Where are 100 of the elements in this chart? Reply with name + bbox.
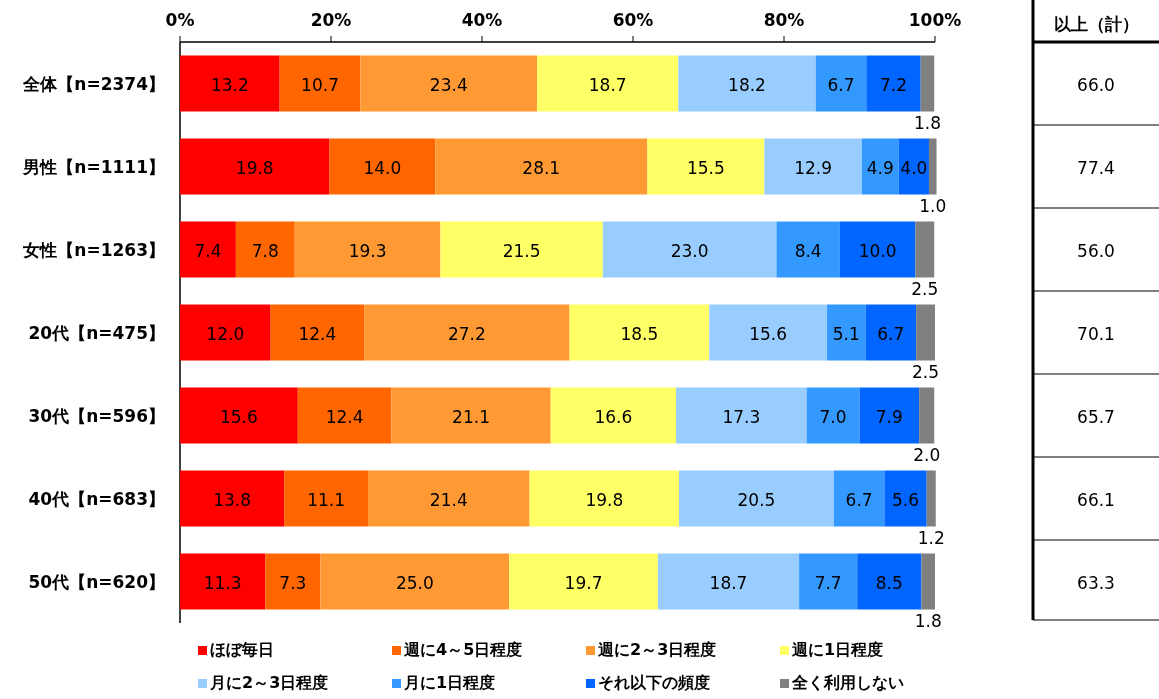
data-label: 6.7: [877, 323, 905, 344]
text: 56.0: [1077, 240, 1115, 261]
data-label: 1.2: [917, 527, 945, 548]
bar: [921, 553, 935, 610]
bar: [550, 387, 677, 444]
bar: [509, 553, 658, 610]
data-label: 10.0: [858, 240, 897, 261]
x-tick-label: 80%: [763, 10, 805, 30]
bar: [866, 55, 921, 112]
data-label: 1.8: [914, 610, 942, 631]
legend-label: ほぼ毎日: [210, 640, 274, 659]
data-label: 18.7: [588, 74, 627, 95]
data-label: 2.5: [911, 278, 939, 299]
data-label: 15.6: [219, 406, 258, 427]
legend-label: 月に1日程度: [403, 673, 496, 692]
data-label: 1.8: [913, 112, 941, 133]
data-label: 17.3: [722, 406, 761, 427]
bar: [647, 138, 765, 195]
bar: [884, 470, 927, 527]
x-tick-label: 20%: [310, 10, 352, 30]
data-label: 27.2: [447, 323, 486, 344]
bar: [833, 470, 885, 527]
legend-label: 週に2～3日程度: [597, 640, 717, 659]
bar: [284, 470, 368, 527]
bar: [180, 138, 330, 195]
data-label: 18.7: [709, 572, 748, 593]
bar: [180, 221, 236, 278]
bar: [709, 304, 828, 361]
data-label: 7.2: [879, 74, 907, 95]
bar: [764, 138, 862, 195]
bar: [368, 470, 530, 527]
text: 77.4: [1077, 157, 1115, 178]
data-label: 6.7: [827, 74, 855, 95]
data-label: 4.9: [866, 157, 894, 178]
y-tick-label: 全体【n=2374】: [22, 73, 165, 94]
data-label: 5.1: [832, 323, 860, 344]
bar: [180, 387, 298, 444]
bar: [391, 387, 551, 444]
y-tick-label: 30代【n=596】: [28, 405, 165, 426]
data-label: 7.8: [251, 240, 279, 261]
data-label: 8.5: [875, 572, 903, 593]
bar: [569, 304, 710, 361]
legend-label: 月に2～3日程度: [209, 673, 329, 692]
bar: [859, 387, 920, 444]
x-tick-label: 40%: [461, 10, 503, 30]
data-label: 2.5: [912, 361, 940, 382]
data-label: 7.4: [194, 240, 222, 261]
x-tick-label: 0%: [165, 10, 195, 30]
data-label: 7.9: [875, 406, 903, 427]
bar: [861, 138, 899, 195]
data-label: 10.7: [301, 74, 339, 95]
text: 以上（計）: [1053, 14, 1139, 34]
data-label: 12.4: [298, 323, 337, 344]
data-label: 12.9: [794, 157, 832, 178]
data-label: 12.0: [206, 323, 245, 344]
y-tick-label: 女性【n=1263】: [22, 239, 165, 260]
text: 70.1: [1077, 323, 1115, 344]
text: 66.1: [1077, 489, 1115, 510]
bar: [827, 304, 866, 361]
legend-label: 週に1日程度: [791, 640, 884, 659]
bar: [806, 387, 860, 444]
y-tick-label: 40代【n=683】: [28, 488, 165, 509]
bar: [235, 221, 295, 278]
data-label: 13.2: [210, 74, 249, 95]
data-label: 23.0: [670, 240, 709, 261]
y-tick-label: 20代【n=475】: [28, 322, 165, 343]
bar: [799, 553, 858, 610]
bar: [265, 553, 321, 610]
bar: [279, 55, 361, 112]
data-label: 23.4: [429, 74, 468, 95]
data-label: 5.6: [892, 489, 920, 510]
data-label: 13.8: [213, 489, 252, 510]
y-tick-label: 男性【n=1111】: [22, 156, 165, 177]
legend-label: 週に4～5日程度: [403, 640, 523, 659]
data-label: 21.1: [452, 406, 490, 427]
bar: [916, 304, 935, 361]
data-label: 19.8: [585, 489, 624, 510]
bar: [926, 470, 936, 527]
bar: [898, 138, 929, 195]
text: 63.3: [1077, 572, 1115, 593]
data-label: 19.7: [564, 572, 603, 593]
data-label: 1.0: [919, 195, 947, 216]
data-label: 18.5: [620, 323, 659, 344]
bar: [180, 553, 266, 610]
data-label: 15.6: [749, 323, 788, 344]
bar: [602, 221, 777, 278]
data-label: 20.5: [737, 489, 776, 510]
bar: [915, 221, 935, 278]
bar: [865, 304, 917, 361]
bar: [657, 553, 800, 610]
bar: [320, 553, 510, 610]
bar: [440, 221, 603, 278]
bar: [180, 55, 280, 112]
data-label: 7.7: [814, 572, 842, 593]
bar: [180, 470, 285, 527]
data-label: 21.4: [429, 489, 468, 510]
text: 66.0: [1077, 74, 1115, 95]
x-tick-label: 60%: [612, 10, 654, 30]
bar: [360, 55, 538, 112]
bar: [529, 470, 680, 527]
